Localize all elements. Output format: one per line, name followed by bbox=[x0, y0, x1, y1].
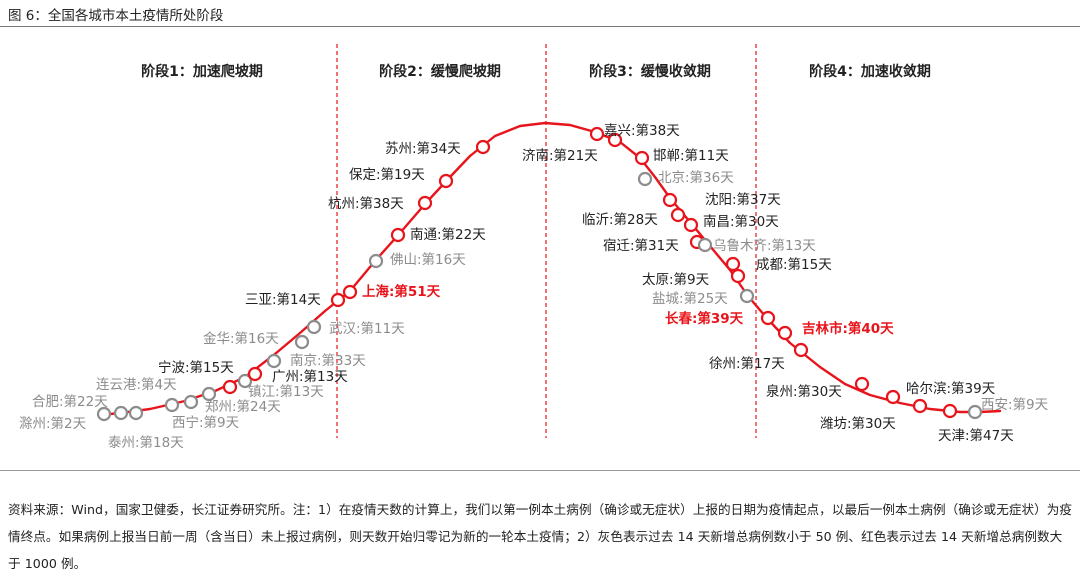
city-30-marker bbox=[730, 268, 746, 284]
city-29-marker bbox=[725, 256, 741, 272]
city-16-marker bbox=[390, 227, 406, 243]
city-10-label: 南京:第33天 bbox=[290, 352, 366, 369]
city-5-label: 西宁:第9天 bbox=[172, 414, 240, 431]
city-27-label: 宿迁:第31天 bbox=[603, 237, 679, 254]
city-15-marker bbox=[368, 253, 384, 269]
city-28-marker bbox=[697, 237, 713, 253]
city-25-marker bbox=[670, 207, 686, 223]
stage-title-2: 阶段2：缓慢爬坡期 bbox=[379, 63, 501, 80]
city-6-marker bbox=[201, 386, 217, 402]
city-2-label: 滁州:第2天 bbox=[19, 415, 87, 432]
figure-header: 图 6：全国各城市本土疫情所处阶段 bbox=[0, 0, 1080, 27]
city-35-label: 泉州:第30天 bbox=[766, 383, 842, 400]
city-22-label: 邯郸:第11天 bbox=[653, 147, 729, 164]
city-8-marker bbox=[237, 373, 253, 389]
city-12-label: 武汉:第11天 bbox=[329, 320, 405, 337]
city-9-label: 广州:第13天 bbox=[272, 368, 348, 385]
city-36-marker bbox=[885, 389, 901, 405]
city-10-marker bbox=[266, 353, 282, 369]
city-9-marker bbox=[247, 366, 263, 382]
stage-title-3: 阶段3：缓慢收敛期 bbox=[589, 63, 711, 80]
city-2-marker bbox=[113, 405, 129, 421]
city-14-marker bbox=[342, 284, 358, 300]
city-38-label: 西安:第9天 bbox=[981, 396, 1049, 413]
city-24-label: 沈阳:第37天 bbox=[705, 191, 781, 208]
city-6-label: 郑州:第24天 bbox=[205, 398, 281, 415]
city-34-marker bbox=[793, 342, 809, 358]
city-36-label: 哈尔滨:第39天 bbox=[906, 380, 996, 397]
figure-title: 图 6：全国各城市本土疫情所处阶段 bbox=[8, 8, 224, 24]
city-18-label: 保定:第19天 bbox=[349, 166, 425, 183]
city-15-label: 佛山:第16天 bbox=[390, 251, 466, 268]
city-33-label: 吉林市:第40天 bbox=[802, 320, 894, 337]
city-13-marker bbox=[330, 292, 346, 308]
city-37-label: 潍坊:第30天 bbox=[820, 415, 896, 432]
city-31-label: 盐城:第25天 bbox=[652, 290, 728, 307]
stage-dividers bbox=[336, 44, 757, 438]
city-21-label: 济南:第21天 bbox=[522, 147, 598, 164]
city-1-marker bbox=[96, 406, 112, 422]
city-32-marker bbox=[760, 310, 776, 326]
city-35-marker bbox=[854, 376, 870, 392]
epidemic-curve bbox=[98, 121, 1002, 417]
city-25-label: 临沂:第28天 bbox=[582, 211, 658, 228]
city-1-label: 合肥:第22天 bbox=[32, 393, 108, 410]
city-24-marker bbox=[662, 192, 678, 208]
city-37-marker bbox=[912, 398, 928, 414]
city-3-label: 泰州:第18天 bbox=[108, 434, 184, 451]
stage-diagram: 阶段1：加速爬坡期 阶段2：缓慢爬坡期 阶段3：缓慢收敛期 阶段4：加速收敛期 合肥:… bbox=[19, 44, 1049, 451]
city-31-marker bbox=[739, 288, 755, 304]
city-32-label: 长春:第39天 bbox=[665, 310, 744, 327]
city-29-label: 成都:第15天 bbox=[756, 256, 832, 273]
city-19-marker bbox=[475, 139, 491, 155]
city-26-marker bbox=[683, 217, 699, 233]
city-21-marker bbox=[607, 132, 623, 148]
city-17-label: 杭州:第38天 bbox=[328, 195, 404, 212]
city-26-label: 南昌:第30天 bbox=[703, 213, 779, 230]
city-18-marker bbox=[438, 173, 454, 189]
city-39-label: 天津:第47天 bbox=[938, 427, 1014, 444]
city-34-label: 徐州:第17天 bbox=[709, 355, 785, 372]
stage-title-1: 阶段1：加速爬坡期 bbox=[141, 63, 263, 80]
city-33-marker bbox=[777, 325, 793, 341]
city-markers bbox=[96, 126, 983, 422]
city-11-marker bbox=[294, 334, 310, 350]
stage-title-4: 阶段4：加速收敛期 bbox=[809, 63, 931, 80]
city-20-marker bbox=[589, 126, 605, 142]
city-5-marker bbox=[183, 394, 199, 410]
city-39-marker bbox=[942, 403, 958, 419]
city-3-marker bbox=[128, 405, 144, 421]
city-22-marker bbox=[634, 150, 650, 166]
city-23-label: 北京:第36天 bbox=[658, 169, 734, 186]
city-4-marker bbox=[164, 397, 180, 413]
city-12-marker bbox=[306, 319, 322, 335]
city-20-label: 嘉兴:第38天 bbox=[604, 122, 680, 139]
source-footnote: 资料来源：Wind，国家卫健委，长江证券研究所。注：1）在疫情天数的计算上，我们… bbox=[8, 502, 1073, 571]
city-11-label: 金华:第16天 bbox=[203, 330, 279, 347]
city-7-label: 宁波:第15天 bbox=[158, 359, 234, 376]
city-8-label: 镇江:第13天 bbox=[248, 383, 324, 400]
city-23-marker bbox=[637, 171, 653, 187]
city-4-label: 连云港:第4天 bbox=[96, 376, 177, 393]
city-28-label: 乌鲁木齐:第13天 bbox=[713, 237, 816, 254]
city-19-label: 苏州:第34天 bbox=[385, 140, 461, 157]
footer-divider bbox=[0, 470, 1080, 471]
stage-titles: 阶段1：加速爬坡期 阶段2：缓慢爬坡期 阶段3：缓慢收敛期 阶段4：加速收敛期 bbox=[141, 63, 931, 80]
city-14-label: 上海:第51天 bbox=[362, 283, 441, 300]
city-16-label: 南通:第22天 bbox=[410, 226, 486, 243]
city-38-marker bbox=[967, 404, 983, 420]
city-17-marker bbox=[417, 195, 433, 211]
city-13-label: 三亚:第14天 bbox=[245, 291, 321, 308]
city-30-label: 太原:第9天 bbox=[642, 271, 710, 288]
city-7-marker bbox=[222, 379, 238, 395]
